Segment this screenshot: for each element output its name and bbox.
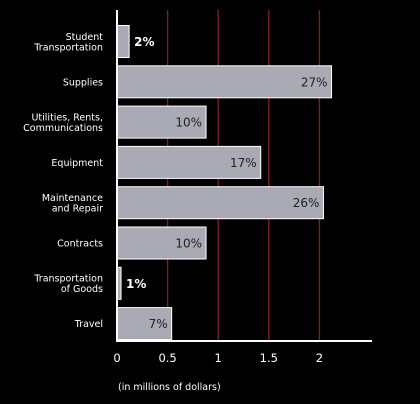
bar <box>116 65 333 99</box>
category-label: Transportation of Goods <box>33 274 103 296</box>
bar <box>116 186 324 220</box>
x-tick-labels: 0 0.5 1 1.5 2 <box>113 351 323 365</box>
bar-value-label: 10% <box>175 237 202 251</box>
bar-value-label: 26% <box>293 196 320 210</box>
category-labels: Student Transportation Supplies Utilities, … <box>23 32 103 330</box>
axes <box>116 10 372 342</box>
x-axis-label: (in millions of dollars) <box>118 382 221 393</box>
x-tick-label: 1 <box>215 351 222 365</box>
x-tick-label: 0.5 <box>158 351 176 365</box>
x-tick-label: 2 <box>316 351 323 365</box>
bar <box>116 105 207 139</box>
bar-value-label: 27% <box>301 75 328 89</box>
category-label: Maintenance and Repair <box>42 193 103 215</box>
category-label: Equipment <box>51 158 103 169</box>
bars: 2% 27% 10% 17% 26% 10% 1% 7% <box>116 25 333 341</box>
bar-value-label: 1% <box>126 277 146 291</box>
category-label: Student Transportation <box>33 32 103 54</box>
category-label: Supplies <box>63 77 103 88</box>
bar <box>116 145 262 179</box>
category-label: Travel <box>74 319 103 330</box>
category-label: Utilities, Rents, Communications <box>23 112 103 134</box>
bar <box>116 25 130 58</box>
bar-value-label: 10% <box>175 116 202 130</box>
category-label: Contracts <box>57 239 103 250</box>
x-tick-label: 0 <box>113 351 120 365</box>
x-tick-label: 1.5 <box>260 351 278 365</box>
bar-value-label: 2% <box>134 35 154 49</box>
bar <box>116 307 173 341</box>
bar-value-label: 17% <box>230 156 257 170</box>
bar-value-label: 7% <box>149 317 168 331</box>
